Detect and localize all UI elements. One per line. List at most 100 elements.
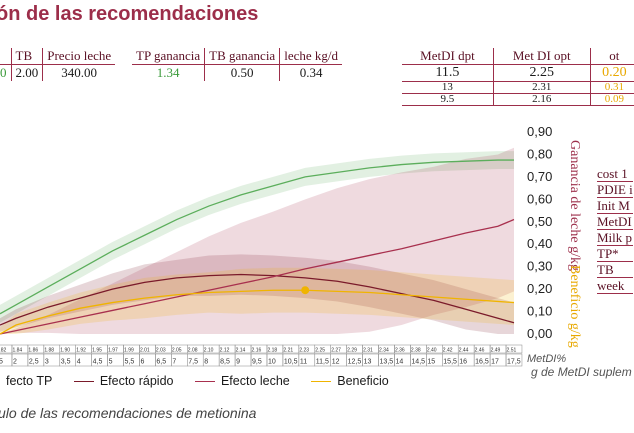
x-tick-label-top: 2.14 xyxy=(236,348,246,354)
x-tick-label-bottom: 13,5 xyxy=(380,359,394,366)
x-tick-label-top: 2.18 xyxy=(267,348,277,354)
x-tick-label-top: 2.49 xyxy=(491,348,501,354)
x-tick-label-top: 2.01 xyxy=(140,348,150,354)
table-cell: 2.31 xyxy=(492,81,591,94)
legend-swatch xyxy=(73,381,94,383)
x-tick-label-top: 2.31 xyxy=(363,348,373,354)
x-tick-label-bottom: 10,5 xyxy=(284,359,298,366)
x-tick-label-bottom: 17,5 xyxy=(507,359,521,366)
table-cell: 0.09 xyxy=(589,93,634,106)
list-item: cost 1 xyxy=(597,166,633,182)
x-tick-label-top: 2.51 xyxy=(507,348,517,354)
table-cell: 0.20 xyxy=(589,64,634,82)
x-tick-label-top: 2.36 xyxy=(395,348,405,354)
x-tick-label-bottom: ,5 xyxy=(0,359,3,366)
y-axis-label-secondary: Beneficio g/kg xyxy=(567,265,582,348)
table-header: MetDI dpt xyxy=(402,48,494,65)
x-tick-label-top: 2.40 xyxy=(427,348,437,354)
table-cell: 0 xyxy=(0,65,7,80)
x-tick-label-top: 2.27 xyxy=(331,348,341,354)
optimum-table: MetDI dpt Met DI opt ot 11.5 2.25 0.20 1… xyxy=(402,48,634,106)
table-header: Precio leche xyxy=(42,48,116,65)
x-tick-label-bottom: 6 xyxy=(140,359,144,366)
table-cell: 11.5 xyxy=(435,65,460,80)
y-tick-label: 0,60 xyxy=(527,191,552,206)
x-tick-label-top: 2.23 xyxy=(299,348,309,354)
x-tick-label-top: 2.44 xyxy=(459,348,469,354)
x-tick-label-bottom: 16 xyxy=(459,359,467,366)
x-tick-label-top: 2.38 xyxy=(411,348,421,354)
table-cell: 0.31 xyxy=(589,81,634,94)
x-tick-label-bottom: 12,5 xyxy=(348,359,362,366)
y-axis: 0,00 0,10 0,20 0,30 0,40 0,50 0,60 0,70 0,80 0,90 xyxy=(527,124,552,341)
x-tick-label-bottom: 12 xyxy=(332,359,340,366)
page-title: ón de las recomendaciones xyxy=(0,3,259,25)
y-tick-label: 0,50 xyxy=(527,214,552,229)
x-tick-label-bottom: 11,5 xyxy=(316,359,329,366)
legend-item: Beneficio xyxy=(311,374,389,388)
legend-item: Efecto leche xyxy=(194,374,290,388)
table-cell: 2.16 xyxy=(492,93,591,106)
x-tick-label-bottom: 3,5 xyxy=(61,359,71,366)
y-tick-label: 0,30 xyxy=(527,259,552,274)
table-cell: 1.34 xyxy=(156,65,180,80)
x-tick-label-bottom: 15 xyxy=(427,359,435,366)
x-axis: 1.82 ,5 1.84 2 1.86 2,5 1.88 3 1.90 3,5 1.92 4 1.95 4… xyxy=(0,344,523,367)
x-tick-label-top: 2.34 xyxy=(379,348,389,354)
x-tick-label-bottom: 9,5 xyxy=(252,359,262,366)
table-cell: 9.5 xyxy=(440,93,455,105)
band-1 xyxy=(0,254,514,334)
x-tick-label-top: 1.84 xyxy=(12,348,22,354)
legend-item: fecto TP xyxy=(6,374,53,388)
x-tick-label-bottom: 3 xyxy=(45,359,49,366)
table-cell: 2.00 xyxy=(10,64,43,81)
list-item: Milk p xyxy=(597,230,633,246)
table-header: leche kg/d xyxy=(279,48,342,65)
x-tick-label-top: 1.99 xyxy=(124,348,134,354)
x-tick-label-bottom: 5,5 xyxy=(125,359,135,366)
band-3 xyxy=(0,267,514,334)
table-header: TB ganancia xyxy=(204,48,280,65)
x-tick-label-bottom: 4 xyxy=(77,359,81,366)
x-tick-label-bottom: 6,5 xyxy=(156,359,166,366)
table-header: Met DI opt xyxy=(492,48,591,65)
x-tick-label-top: 2.42 xyxy=(443,348,453,354)
y-tick-label: 0,70 xyxy=(527,169,552,184)
list-item: TP* xyxy=(597,246,633,262)
left-fragment-header xyxy=(0,48,11,65)
x-tick-label-top: 1.86 xyxy=(28,348,38,354)
x-tick-label-top: 1.90 xyxy=(60,348,70,354)
table-cell: 340.00 xyxy=(42,64,116,81)
x-tick-label-bottom: 9 xyxy=(236,359,240,366)
list-item: MetDI xyxy=(597,214,633,230)
x-tick-label-top: 2.16 xyxy=(252,348,262,354)
legend: fecto TP Efecto rápido Efecto leche Bene… xyxy=(0,374,407,388)
table-header: ot xyxy=(589,48,634,65)
series-line-0 xyxy=(0,159,514,315)
x-tick-label-top: 1.82 xyxy=(0,348,6,354)
x-tick-box xyxy=(505,353,523,367)
y-tick-label: 0,10 xyxy=(527,304,552,319)
x-tick-label-top: 2.29 xyxy=(347,348,357,354)
y-tick-label: 0,90 xyxy=(527,124,552,139)
legend-swatch xyxy=(194,381,215,383)
x-tick-label-bottom: 14 xyxy=(395,359,403,366)
optimum-point xyxy=(301,286,310,295)
band-2 xyxy=(0,147,514,334)
y-tick-label: 0,40 xyxy=(527,236,552,251)
x-tick-label-bottom: 8 xyxy=(204,359,208,366)
table-cell: 2.25 xyxy=(492,64,591,82)
list-item: PDIE i xyxy=(597,182,633,198)
x-tick-label-top: 2.46 xyxy=(475,348,485,354)
table-cell: 0.34 xyxy=(279,64,342,81)
summary-table-mid: TP ganancia TB ganancia leche kg/d 1.34 … xyxy=(132,48,342,81)
summary-table-left: TB Precio leche 0 2.00 340.00 xyxy=(0,48,116,81)
list-item: week xyxy=(597,278,633,294)
y-tick-label: 0,00 xyxy=(527,326,552,341)
x-tick-label-bottom: 14,5 xyxy=(411,359,425,366)
x-tick-label-top: 2.08 xyxy=(188,348,198,354)
series-line-3 xyxy=(0,289,515,335)
x-axis-label-bottom: g de MetDI suplem xyxy=(531,365,632,379)
confidence-bands xyxy=(0,147,514,334)
